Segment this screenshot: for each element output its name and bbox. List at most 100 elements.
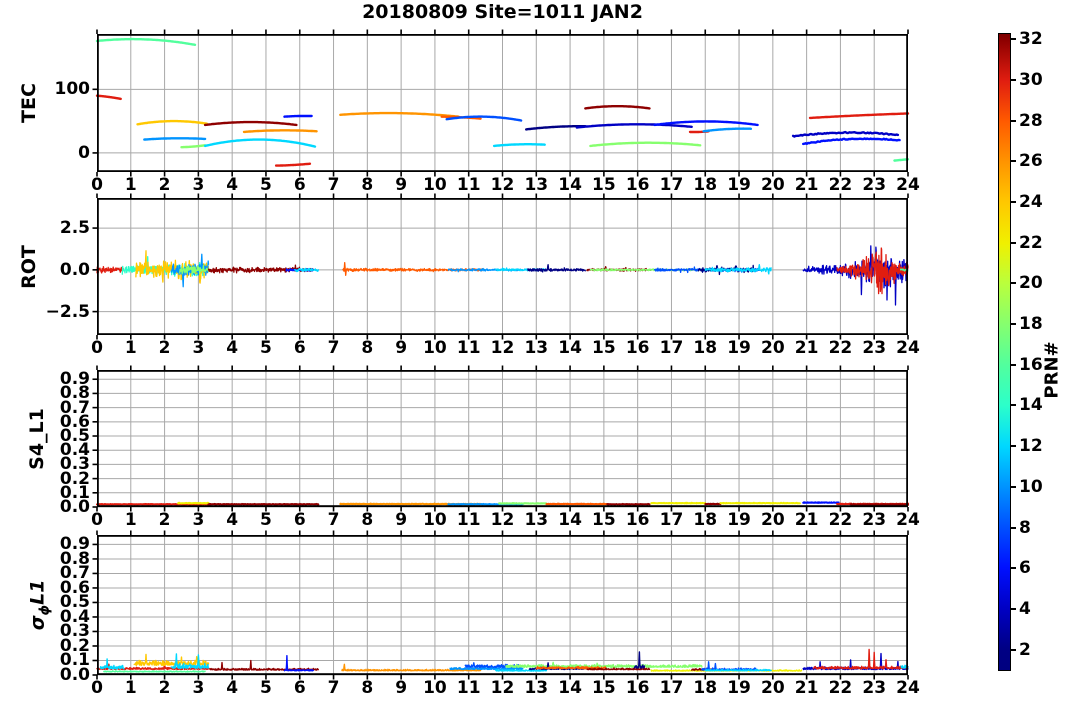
x-tick-label: 5 (260, 510, 272, 530)
x-tick-label: 3 (192, 678, 205, 698)
tec-trace-prn-26 (339, 111, 460, 118)
colorbar-tick-label: 6 (1019, 558, 1031, 579)
colorbar-tick-label: 22 (1019, 232, 1043, 253)
x-tick-label: 24 (896, 338, 920, 358)
rot-trace-prn-2 (527, 263, 586, 273)
x-tick-label: 2 (158, 175, 171, 195)
axes-spine (96, 534, 909, 675)
x-tick-label: 18 (693, 678, 718, 698)
sig-trace-prn-32 (586, 667, 651, 671)
x-tick-label: 1 (124, 510, 137, 530)
x-tick-label: 0 (91, 510, 103, 530)
x-tick-label: 15 (592, 175, 616, 195)
tec-trace-prn-10 (702, 127, 753, 133)
tec-trace-prn-12 (203, 138, 317, 148)
x-tick-label: 7 (327, 510, 340, 530)
panel-rot: ROT 2.5 0.0 −2.5 0 1 2 3 4 5 6 7 8 9 10 11 12 13 14 15 16 17… (0, 193, 1077, 358)
colorbar-tick-label: 24 (1019, 191, 1043, 212)
x-tick-label: 3 (192, 338, 205, 358)
x-tick-label: 20 (760, 510, 785, 530)
x-tick-label: 20 (760, 678, 785, 698)
y-tick-label: 0.4 (59, 606, 90, 627)
x-tick-label: 22 (828, 678, 853, 698)
x-tick-label: 0 (91, 338, 103, 358)
x-tick-label: 1 (124, 175, 137, 195)
tec-trace-prn-2 (525, 125, 587, 131)
x-tick-label: 16 (625, 510, 650, 530)
tec-plot-area (92, 29, 910, 177)
x-tick-label: 11 (456, 510, 481, 530)
y-tick-label: 0.6 (59, 577, 90, 598)
rot-trace-prn-30 (96, 265, 125, 274)
s4-trace-prn-32 (704, 502, 722, 506)
tec-trace-prn-32 (203, 120, 298, 127)
x-tick-label: 8 (361, 510, 374, 530)
x-tick-label: 24 (896, 678, 920, 698)
y-tick-label: 0.2 (59, 468, 90, 489)
tec-trace-prn-4 (791, 130, 900, 138)
x-tick-label: 6 (293, 510, 306, 530)
rot-trace-prn-12 (294, 267, 319, 273)
sig-trace-prn-6 (283, 655, 314, 672)
x-tick-label: 4 (226, 510, 239, 530)
s4-trace-prn-32 (849, 503, 909, 506)
x-tick-label: 14 (558, 175, 582, 195)
x-tick-label: 11 (456, 678, 481, 698)
x-tick-label: 5 (260, 175, 272, 195)
x-tick-label: 17 (659, 678, 684, 698)
sig-trace-prn-12 (704, 668, 772, 672)
x-tick-label: 7 (327, 678, 340, 698)
x-tick-label: 8 (361, 338, 374, 358)
colorbar-tick-mark (1011, 526, 1016, 529)
x-tick-label: 5 (260, 678, 272, 698)
x-tick-label: 21 (794, 338, 819, 358)
colorbar-tick-label: 2 (1019, 639, 1031, 660)
colorbar-tick-label: 4 (1019, 598, 1031, 619)
x-tick-label: 24 (896, 175, 920, 195)
x-tick-label: 2 (158, 338, 171, 358)
colorbar-tick-label: 20 (1019, 273, 1043, 294)
tec-trace-prn-30 (95, 94, 122, 101)
tec-trace-prn-26 (242, 129, 318, 134)
y-tick-label: 0.8 (59, 383, 90, 404)
x-tick-label: 24 (896, 510, 920, 530)
colorbar-tick-label: 32 (1019, 29, 1043, 50)
x-tick-label: 2 (158, 678, 171, 698)
panel-tec: TEC 0 100 0 1 2 3 4 5 6 7 8 9 10 11 12 13 14 15 16 17 18 19 20… (0, 29, 1077, 195)
x-tick-label: 23 (862, 510, 887, 530)
x-tick-label: 22 (828, 175, 853, 195)
tec-trace-prn-16 (95, 37, 197, 46)
y-tick-label: 0.9 (59, 534, 90, 555)
y-tick-label: 0.2 (59, 635, 90, 656)
x-tick-label: 14 (558, 678, 582, 698)
x-tick-label: 0 (91, 175, 103, 195)
s4-trace-prn-30 (96, 502, 210, 506)
x-tick-label: 18 (693, 510, 718, 530)
x-tick-label: 20 (760, 175, 785, 195)
x-tick-label: 12 (490, 338, 515, 358)
colorbar-tick-mark (1011, 160, 1016, 163)
x-tick-label: 23 (862, 175, 887, 195)
y-tick-label: 0.0 (59, 497, 90, 517)
colorbar-tick-label: 16 (1019, 354, 1043, 375)
rot-trace-prn-12 (704, 264, 772, 275)
y-tick-label: 0.9 (59, 369, 90, 390)
x-tick-label: 14 (558, 338, 582, 358)
x-tick-label: 19 (727, 338, 751, 358)
x-tick-label: 4 (226, 678, 239, 698)
colorbar-tick-mark (1011, 78, 1016, 81)
tec-trace-prn-10 (143, 137, 207, 141)
x-tick-label: 10 (423, 338, 447, 358)
y-tick-label: 0.1 (59, 482, 90, 503)
sig-trace-prn-12 (170, 653, 210, 670)
x-tick-label: 19 (727, 175, 751, 195)
tec-trace-prn-18 (589, 141, 702, 148)
x-tick-label: 4 (226, 175, 239, 195)
x-tick-label: 13 (524, 510, 549, 530)
y-tick-label: −2.5 (45, 301, 90, 322)
x-tick-label: 6 (293, 338, 306, 358)
x-tick-label: 18 (693, 175, 718, 195)
y-tick-label: 100 (54, 79, 91, 100)
colorbar-tick-mark (1011, 567, 1016, 570)
